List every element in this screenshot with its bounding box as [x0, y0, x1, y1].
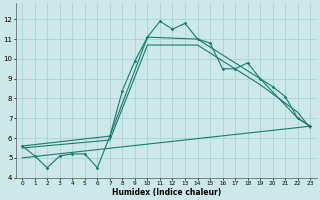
X-axis label: Humidex (Indice chaleur): Humidex (Indice chaleur): [112, 188, 221, 197]
